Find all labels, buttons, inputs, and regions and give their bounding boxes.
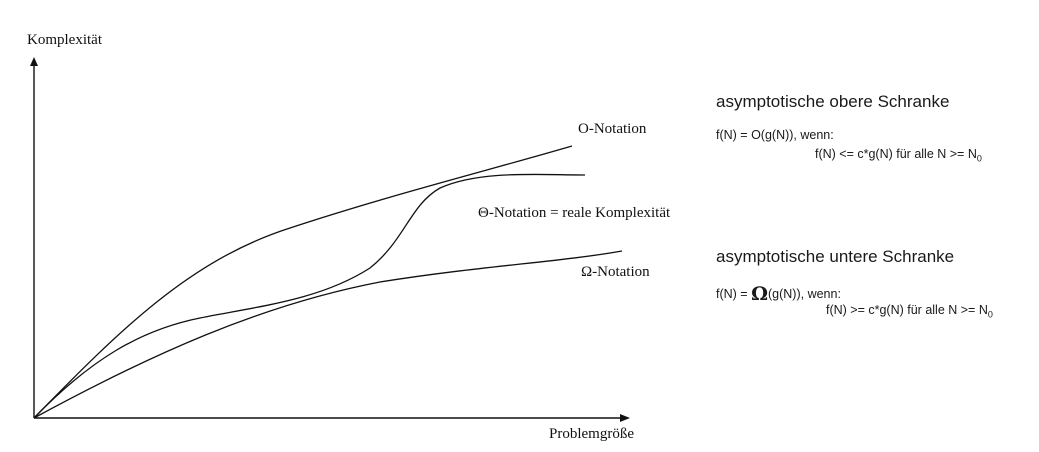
omega-notation-curve — [33, 250, 623, 419]
o-notation-label: O-Notation — [578, 121, 647, 137]
theta-notation-label: Θ-Notation = reale Komplexität — [478, 205, 671, 221]
lower-bound-definition-pre: f(N) = — [716, 287, 752, 301]
omega-notation-label: Ω-Notation — [581, 264, 650, 280]
lower-bound-subscript: 0 — [987, 309, 993, 320]
upper-bound-condition: f(N) <= c*g(N) für alle N >= N0 — [815, 147, 982, 164]
o-notation-curve — [33, 145, 573, 419]
lower-bound-definition: f(N) = Ω(g(N)), wenn: — [716, 283, 841, 305]
x-axis-arrow — [620, 414, 630, 422]
upper-bound-heading: asymptotische obere Schranke — [716, 92, 950, 111]
y-axis-arrow — [30, 57, 38, 66]
upper-bound-definition: f(N) = O(g(N)), wenn: — [716, 128, 834, 142]
x-axis-label: Problemgröße — [549, 426, 634, 442]
omega-symbol: Ω — [751, 283, 768, 305]
lower-bound-condition-text: f(N) >= c*g(N) für alle N >= N — [826, 303, 988, 317]
y-axis-label: Komplexität — [27, 32, 102, 48]
upper-bound-condition-text: f(N) <= c*g(N) für alle N >= N — [815, 147, 977, 161]
theta-notation-curve — [33, 173, 586, 419]
lower-bound-heading: asymptotische untere Schranke — [716, 247, 955, 266]
lower-bound-condition: f(N) >= c*g(N) für alle N >= N0 — [826, 303, 993, 320]
upper-bound-subscript: 0 — [976, 153, 982, 164]
lower-bound-definition-post: (g(N)), wenn: — [768, 287, 841, 301]
